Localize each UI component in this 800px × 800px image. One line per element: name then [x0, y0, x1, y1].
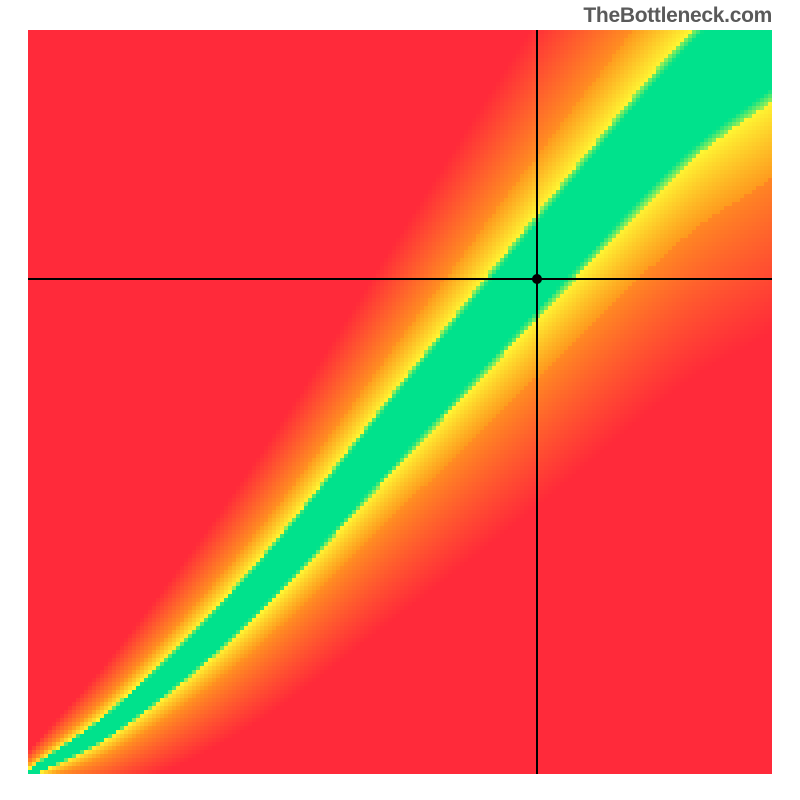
- chart-container: TheBottleneck.com: [0, 0, 800, 800]
- data-point-marker: [532, 274, 542, 284]
- heatmap-plot: [28, 30, 772, 774]
- heatmap-canvas: [28, 30, 772, 774]
- crosshair-horizontal: [28, 278, 772, 280]
- attribution-text: TheBottleneck.com: [583, 4, 772, 28]
- crosshair-vertical: [536, 30, 538, 774]
